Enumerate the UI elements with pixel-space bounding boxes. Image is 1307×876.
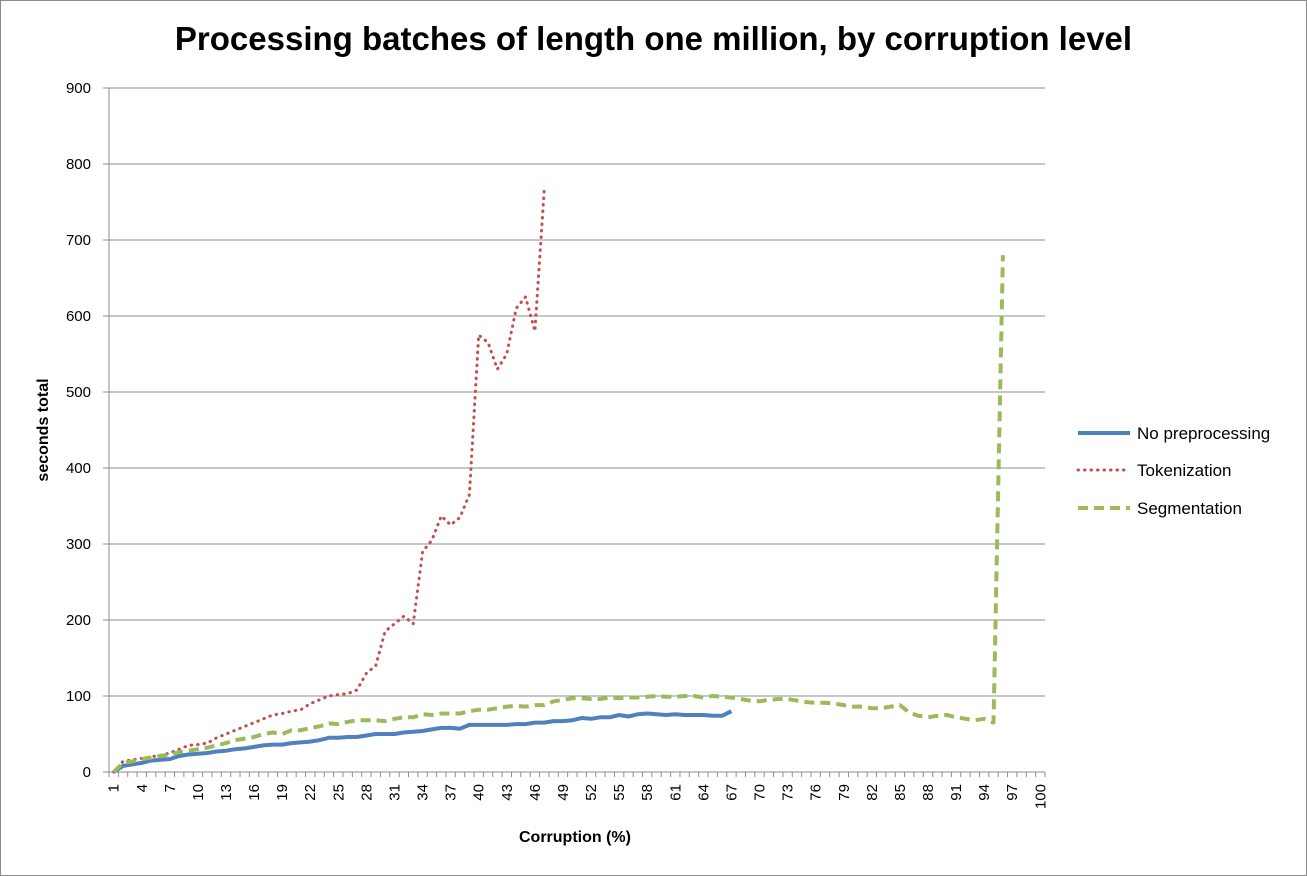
series-line-segmentation [112,255,1005,774]
x-tick-label: 61 [667,784,684,801]
x-tick-label: 73 [780,784,797,801]
x-tick-label: 79 [836,784,853,801]
x-tick-label: 43 [499,784,516,801]
y-tick-label: 900 [66,80,91,97]
legend-label: Tokenization [1137,461,1232,480]
x-tick-label: 25 [330,784,347,801]
legend: No preprocessing Tokenization Segmentation [1076,424,1270,518]
y-tick-label: 500 [66,384,91,401]
legend-label: No preprocessing [1137,424,1270,443]
x-tick-label: 55 [611,784,628,801]
x-tick-label: 40 [471,784,488,801]
x-tick-label: 82 [864,784,881,801]
x-tick-label: 31 [386,784,403,801]
gridlines [108,87,1045,773]
x-axis-ticks: 1 4 7 10 13 16 19 22 25 28 31 34 37 40 43 46 49 52 55 58 61 6… [106,772,1049,809]
x-axis-label: Corruption (%) [519,829,631,846]
x-tick-label: 67 [723,784,740,801]
x-tick-label: 85 [892,784,909,801]
x-tick-label: 10 [190,784,207,801]
x-tick-label: 58 [639,784,656,801]
x-tick-label: 97 [1004,784,1021,801]
series-lines [112,189,1005,774]
y-tick-label: 0 [83,764,91,781]
x-tick-label: 52 [583,784,600,801]
x-tick-label: 88 [920,784,937,801]
x-tick-label: 46 [527,784,544,801]
x-tick-label: 49 [555,784,572,801]
x-tick-label: 100 [1032,784,1049,809]
y-tick-label: 100 [66,688,91,705]
y-tick-label: 700 [66,232,91,249]
x-tick-label: 37 [443,784,460,801]
x-tick-label: 4 [134,784,151,792]
x-tick-label: 19 [274,784,291,801]
x-tick-label: 64 [695,784,712,801]
x-tick-label: 16 [246,784,263,801]
x-tick-label: 7 [162,784,179,792]
y-axis-ticks: 0 100 200 300 400 500 600 700 800 900 [66,80,109,781]
x-tick-label: 1 [106,784,123,792]
series-line-no-preprocessing [112,709,733,774]
y-tick-label: 300 [66,536,91,553]
x-tick-label: 76 [808,784,825,801]
y-axis-label: seconds total [35,378,52,481]
x-tick-label: 70 [752,784,769,801]
x-tick-label: 34 [415,784,432,801]
y-tick-label: 800 [66,156,91,173]
y-tick-label: 200 [66,612,91,629]
x-tick-label: 94 [976,784,993,801]
y-tick-label: 600 [66,308,91,325]
x-tick-label: 22 [302,784,319,801]
x-tick-label: 91 [948,784,965,801]
legend-label: Segmentation [1137,499,1242,518]
series-line-tokenization [112,189,546,774]
chart-title: Processing batches of length one million… [174,20,1133,57]
x-tick-label: 28 [358,784,375,801]
x-tick-label: 13 [218,784,235,801]
y-tick-label: 400 [66,460,91,477]
